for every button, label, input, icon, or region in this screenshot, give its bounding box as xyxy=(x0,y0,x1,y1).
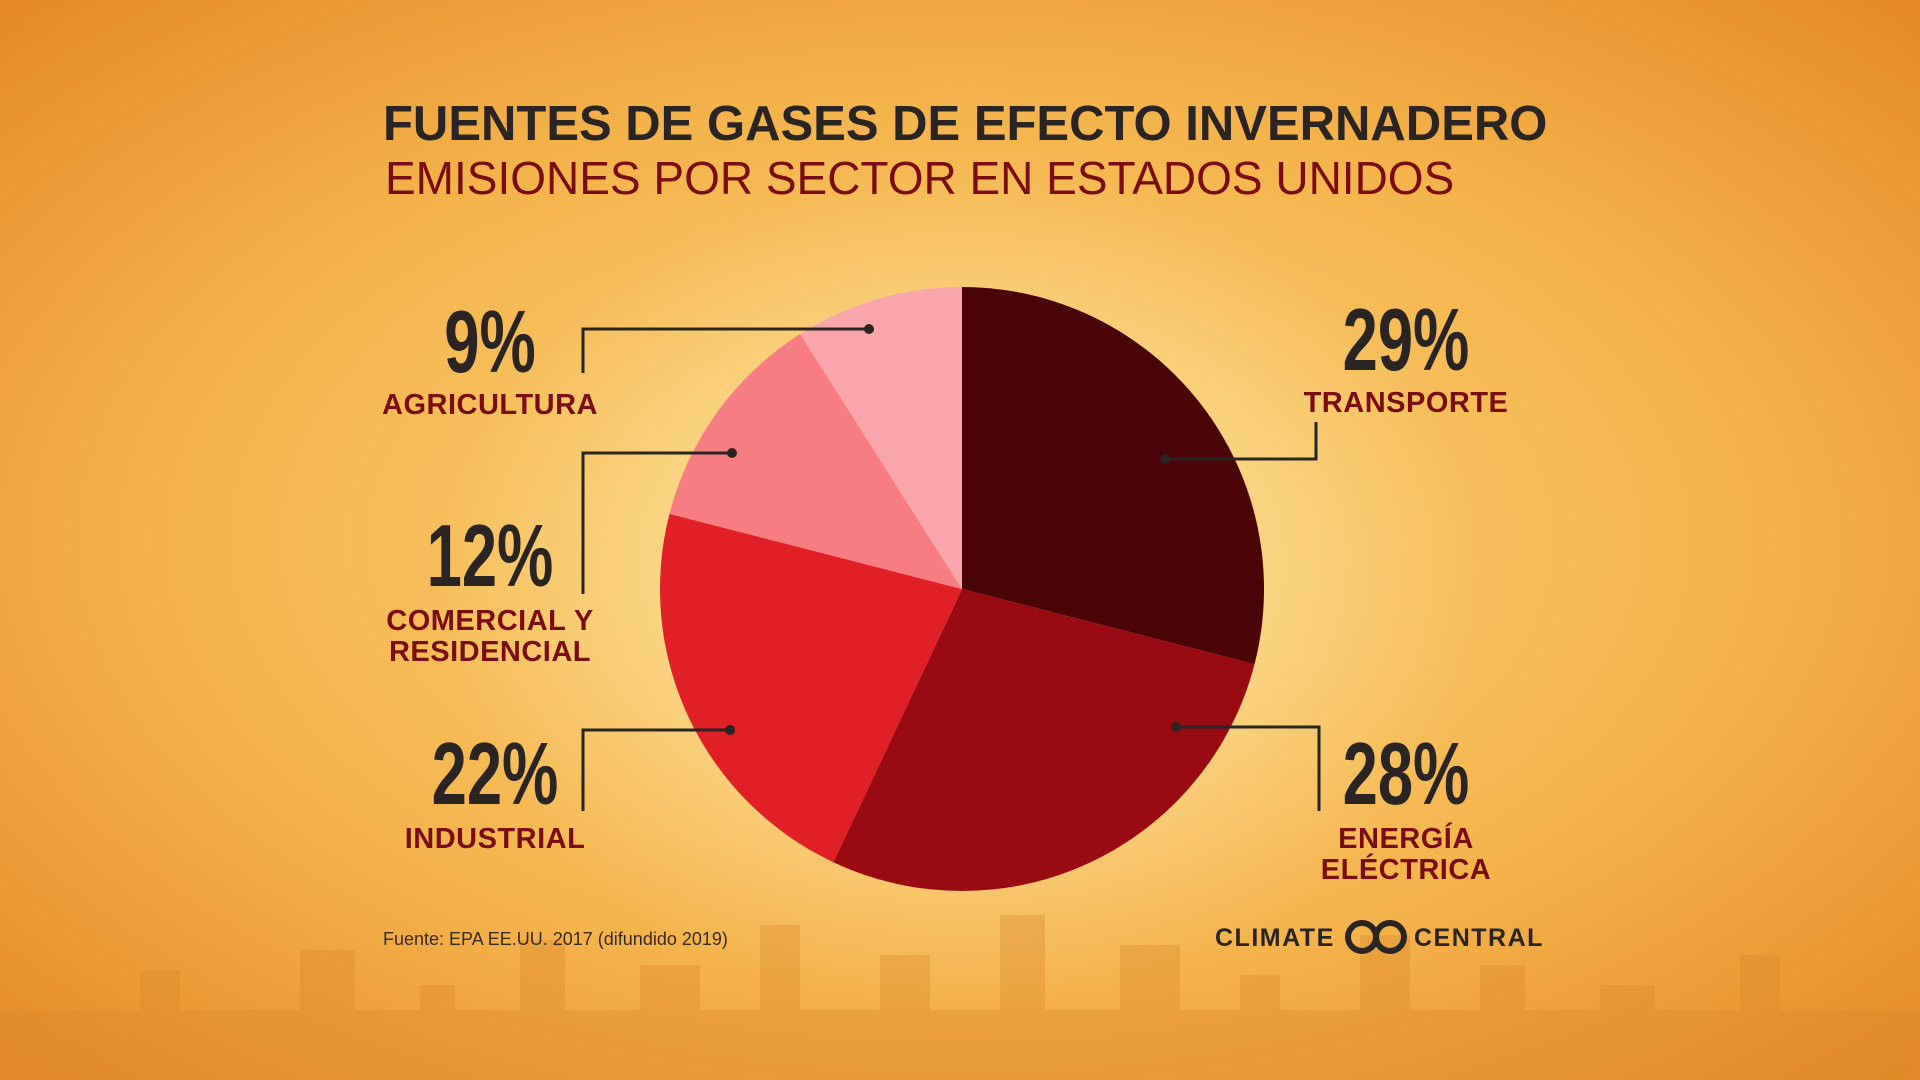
chart-title: FUENTES DE GASES DE EFECTO INVERNADERO xyxy=(383,97,1547,151)
pie-slice xyxy=(962,287,1264,665)
logo-left: CLIMATE xyxy=(1215,924,1335,952)
value-label: 28% xyxy=(1343,726,1470,824)
pie-slice xyxy=(800,287,962,589)
chart-subtitle: EMISIONES POR SECTOR EN ESTADOS UNIDOS xyxy=(385,152,1454,204)
leader-dot xyxy=(1160,454,1170,464)
category-label: AGRICULTURA xyxy=(382,389,598,421)
category-label: TRANSPORTE xyxy=(1303,387,1509,419)
leader-line xyxy=(581,451,732,594)
leader-line xyxy=(581,327,869,373)
value-label: 12% xyxy=(427,508,554,606)
logo-icon xyxy=(1345,920,1407,954)
leader-dot xyxy=(725,725,735,735)
pie-slice xyxy=(660,513,962,863)
leader-line xyxy=(581,728,730,811)
value-label-group: 22% xyxy=(432,726,559,824)
skyline xyxy=(0,915,1920,1080)
value-label-group: 28% xyxy=(1343,726,1470,824)
logo-right: CENTRAL xyxy=(1414,924,1544,952)
pie-slice xyxy=(833,589,1255,891)
value-label-group: 29% xyxy=(1343,292,1470,390)
value-label: 22% xyxy=(432,726,559,824)
leader-dot xyxy=(864,324,874,334)
leader-line xyxy=(1165,422,1318,461)
leader-line xyxy=(1176,725,1321,811)
pie-slice xyxy=(669,334,962,589)
leader-dot xyxy=(1171,722,1181,732)
category-label: ENERGÍA ELÉCTRICA xyxy=(1320,823,1492,886)
value-label-group: 9% xyxy=(444,294,536,392)
value-label-group: 12% xyxy=(427,508,554,606)
source: Fuente: EPA EE.UU. 2017 (difundido 2019) xyxy=(383,929,728,949)
value-label: 29% xyxy=(1343,292,1470,390)
leader-dot xyxy=(727,448,737,458)
value-label: 9% xyxy=(444,294,536,392)
category-label: COMERCIAL Y RESIDENCIAL xyxy=(386,605,594,668)
category-label: INDUSTRIAL xyxy=(404,823,586,855)
